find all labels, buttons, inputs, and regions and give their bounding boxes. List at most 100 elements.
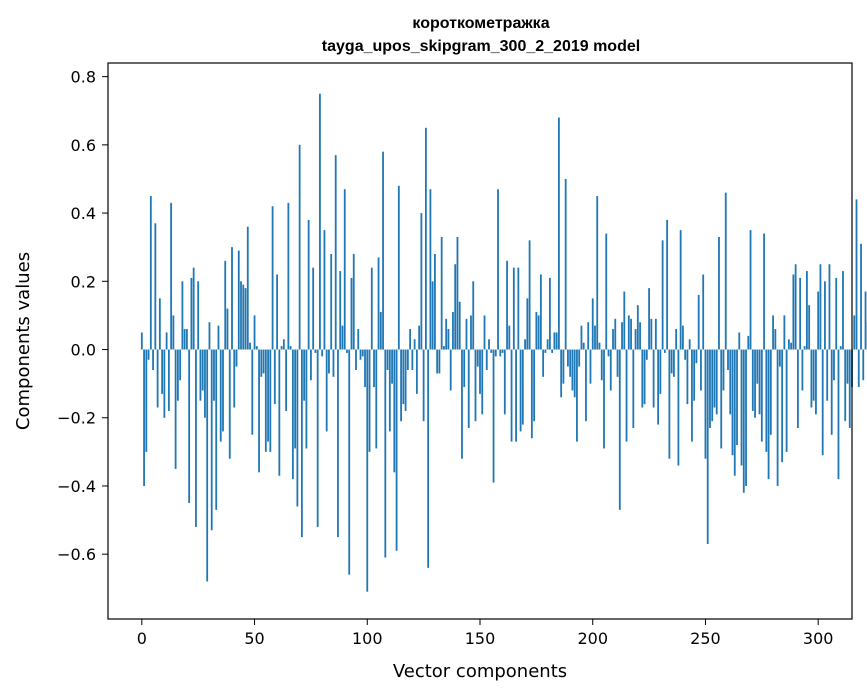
bar bbox=[754, 349, 756, 418]
bar bbox=[406, 349, 409, 370]
bar bbox=[470, 315, 472, 350]
bar bbox=[729, 349, 732, 415]
bar bbox=[273, 349, 276, 405]
bar bbox=[567, 349, 569, 367]
bar bbox=[393, 349, 396, 473]
bar bbox=[524, 339, 526, 350]
bar bbox=[328, 349, 330, 374]
bar bbox=[808, 305, 811, 350]
bar bbox=[163, 349, 166, 418]
bar bbox=[424, 127, 427, 350]
bar bbox=[828, 264, 831, 350]
x-tick-label: 200 bbox=[577, 629, 608, 648]
bars-group bbox=[140, 93, 867, 592]
bar bbox=[711, 349, 714, 422]
bar bbox=[503, 349, 506, 415]
bar bbox=[197, 281, 200, 350]
bar bbox=[330, 254, 333, 350]
bar bbox=[465, 318, 468, 350]
bar bbox=[695, 349, 698, 364]
bar bbox=[727, 349, 729, 370]
bar bbox=[512, 267, 515, 350]
bar bbox=[515, 349, 517, 442]
bar bbox=[298, 144, 301, 350]
bar bbox=[508, 325, 511, 350]
bar bbox=[316, 349, 319, 527]
bar bbox=[542, 349, 545, 377]
bar bbox=[641, 349, 644, 408]
bar bbox=[616, 349, 619, 377]
bar bbox=[756, 349, 759, 384]
bar bbox=[167, 349, 170, 411]
bar bbox=[321, 349, 324, 357]
bar bbox=[700, 349, 702, 391]
bar bbox=[537, 315, 540, 350]
bar bbox=[235, 349, 238, 367]
bar bbox=[411, 349, 414, 370]
bar bbox=[533, 349, 536, 422]
bar bbox=[337, 349, 339, 538]
bar bbox=[589, 349, 592, 384]
bar bbox=[769, 349, 772, 435]
bar bbox=[436, 349, 439, 374]
bar bbox=[720, 349, 723, 449]
bar bbox=[206, 349, 209, 582]
y-tick-label: −0.4 bbox=[57, 477, 96, 496]
bar bbox=[319, 93, 321, 350]
x-tick-label: 0 bbox=[137, 629, 147, 648]
bar bbox=[348, 349, 351, 575]
bar bbox=[289, 346, 292, 350]
bar bbox=[733, 349, 736, 476]
bar bbox=[643, 349, 646, 405]
bar bbox=[751, 349, 754, 411]
bar bbox=[228, 349, 231, 459]
bar bbox=[361, 349, 364, 357]
bar bbox=[312, 267, 315, 350]
bar bbox=[607, 349, 610, 357]
bar bbox=[747, 335, 750, 350]
bar bbox=[170, 202, 173, 350]
bar bbox=[343, 189, 346, 350]
bar bbox=[576, 349, 578, 442]
bar bbox=[539, 274, 542, 350]
x-tick-label: 300 bbox=[803, 629, 834, 648]
y-tick-label: −0.6 bbox=[57, 545, 96, 564]
bar bbox=[844, 349, 847, 422]
bar bbox=[199, 349, 202, 401]
bar bbox=[634, 329, 637, 350]
bar bbox=[479, 349, 481, 394]
bar bbox=[650, 318, 653, 350]
bar bbox=[492, 349, 495, 483]
bar bbox=[625, 349, 628, 442]
bar bbox=[449, 349, 452, 391]
bar bbox=[706, 349, 709, 544]
bar bbox=[815, 349, 817, 415]
y-axis-label: Components values bbox=[13, 252, 34, 430]
y-tick-label: 0.8 bbox=[71, 68, 96, 87]
bar bbox=[377, 257, 380, 350]
bar bbox=[794, 264, 797, 350]
bar bbox=[386, 349, 389, 370]
bar bbox=[397, 185, 400, 350]
bar bbox=[666, 219, 669, 350]
bar bbox=[783, 315, 786, 350]
bar bbox=[373, 349, 375, 388]
bar bbox=[833, 349, 835, 381]
bar bbox=[217, 325, 220, 350]
bar bbox=[609, 349, 612, 391]
bar bbox=[357, 329, 360, 350]
bar bbox=[186, 329, 188, 350]
bar bbox=[255, 346, 258, 350]
bar bbox=[839, 346, 842, 350]
bar bbox=[535, 312, 538, 350]
bar bbox=[774, 329, 777, 350]
x-tick-label: 150 bbox=[465, 629, 496, 648]
bar bbox=[826, 349, 829, 401]
bar bbox=[724, 192, 727, 350]
bar bbox=[519, 349, 522, 432]
bar bbox=[370, 267, 373, 350]
bar bbox=[718, 236, 720, 350]
bar bbox=[738, 332, 741, 350]
bar bbox=[246, 226, 249, 350]
